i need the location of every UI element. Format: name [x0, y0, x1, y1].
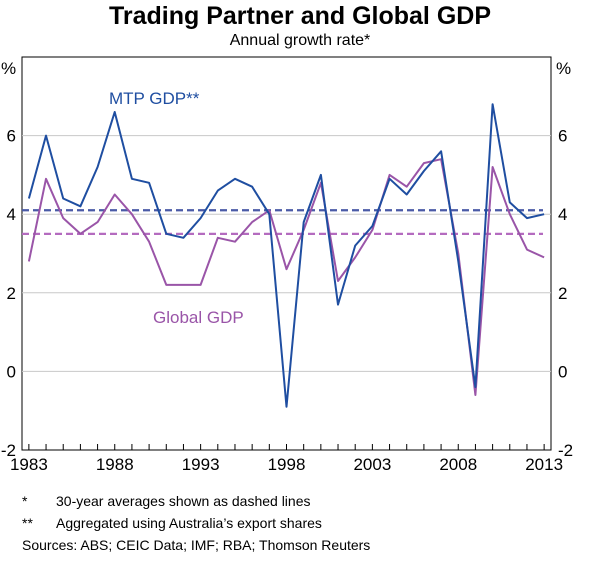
footnote-1-text: 30-year averages shown as dashed lines	[56, 493, 311, 509]
footnote-2: ** Aggregated using Australia’s export s…	[22, 512, 370, 534]
footnote-2-text: Aggregated using Australia’s export shar…	[56, 515, 322, 531]
footnote-1: * 30-year averages shown as dashed lines	[22, 490, 370, 512]
gridlines	[22, 135, 551, 372]
footnotes: * 30-year averages shown as dashed lines…	[22, 490, 370, 556]
y-tick-label-left: -2	[1, 441, 16, 460]
line-chart: 1983 1988 1993 1998 2003 2008 2013 -2 -2 0 0 2 2 4 4 6…	[1, 56, 573, 474]
chart-title: Trading Partner and Global GDP	[108, 2, 491, 30]
y-axis-ticks: -2 -2 0 0 2 2 4 4 6 6	[1, 127, 573, 460]
y-axis-unit-left: %	[1, 59, 16, 78]
x-axis-ticks: 1983 1988 1993 1998 2003 2008 2013	[10, 444, 563, 474]
y-axis-unit-right: %	[556, 59, 571, 78]
y-tick-label-right: 2	[558, 284, 567, 303]
average-lines	[22, 209, 543, 235]
y-tick-label-right: 6	[558, 127, 567, 146]
mtp-gdp-line	[27, 103, 545, 408]
global-gdp-label: Global GDP	[153, 308, 244, 327]
y-tick-label-right: 4	[558, 205, 567, 224]
global-gdp-line	[27, 158, 545, 396]
x-tick-label: 1988	[96, 455, 134, 474]
y-tick-label-left: 6	[7, 127, 16, 146]
y-tick-label-left: 2	[7, 284, 16, 303]
chart-subtitle: Annual growth rate*	[229, 32, 371, 49]
x-tick-label: 1993	[182, 455, 220, 474]
y-tick-label-right: -2	[558, 441, 573, 460]
footnote-2-mark: **	[22, 515, 33, 531]
x-tick-label: 1998	[268, 455, 306, 474]
y-tick-label-left: 0	[7, 362, 16, 381]
x-tick-label: 2003	[353, 455, 391, 474]
y-tick-label-left: 4	[7, 205, 16, 224]
y-tick-label-right: 0	[558, 362, 567, 381]
series-labels: MTP GDP** Global GDP	[109, 89, 244, 327]
mtp-gdp-label: MTP GDP**	[109, 89, 200, 108]
x-tick-label: 2013	[525, 455, 563, 474]
series-lines	[27, 103, 545, 408]
x-tick-label: 1983	[10, 455, 48, 474]
footnote-1-mark: *	[22, 493, 28, 509]
x-tick-label: 2008	[439, 455, 477, 474]
plot-frame	[21, 56, 552, 451]
sources: Sources: ABS; CEIC Data; IMF; RBA; Thoms…	[22, 537, 371, 553]
